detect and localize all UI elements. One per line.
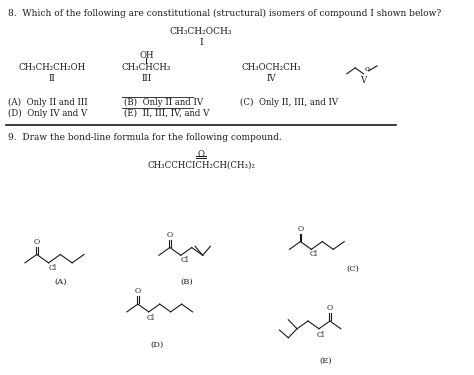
Text: (B)  Only II and IV: (B) Only II and IV — [124, 98, 203, 107]
Text: Cl: Cl — [48, 264, 57, 272]
Text: Cl: Cl — [181, 256, 189, 264]
Text: CH₃CHCH₃: CH₃CHCH₃ — [121, 63, 171, 72]
Text: CH₃OCH₂CH₃: CH₃OCH₂CH₃ — [241, 63, 301, 72]
Text: (A)  Only II and III: (A) Only II and III — [8, 98, 88, 107]
Text: (E): (E) — [319, 357, 332, 365]
Text: 9.  Draw the bond-line formula for the following compound.: 9. Draw the bond-line formula for the fo… — [8, 134, 282, 142]
Text: CH₃CCHCICH₂CH(CH₃)₂: CH₃CCHCICH₂CH(CH₃)₂ — [147, 160, 255, 169]
Text: CH₃CH₂OCH₃: CH₃CH₂OCH₃ — [170, 27, 232, 36]
Text: IV: IV — [266, 74, 276, 83]
Text: 8.  Which of the following are constitutional (structural) isomers of compound I: 8. Which of the following are constituti… — [8, 9, 441, 18]
Text: Cl: Cl — [146, 314, 155, 322]
Text: (C): (C) — [346, 264, 360, 272]
Text: I: I — [199, 38, 203, 47]
Text: (D)  Only IV and V: (D) Only IV and V — [8, 109, 87, 118]
Text: (E)  II, III, IV, and V: (E) II, III, IV, and V — [124, 109, 209, 118]
Text: Cl: Cl — [317, 331, 325, 339]
Text: CH₃CH₂CH₂OH: CH₃CH₂CH₂OH — [18, 63, 85, 72]
Text: (D): (D) — [151, 341, 164, 349]
Text: O: O — [327, 304, 333, 312]
Text: O: O — [167, 231, 173, 238]
Text: II: II — [48, 74, 55, 83]
Text: O: O — [135, 287, 141, 295]
Text: OH: OH — [139, 51, 154, 60]
Text: (B): (B) — [181, 278, 193, 285]
Text: Cl: Cl — [310, 251, 318, 258]
Text: (A): (A) — [54, 278, 67, 285]
Text: o: o — [365, 65, 369, 73]
Text: O: O — [198, 150, 204, 159]
Text: O: O — [297, 225, 303, 232]
Text: III: III — [141, 74, 151, 83]
Text: (C)  Only II, III, and IV: (C) Only II, III, and IV — [240, 98, 338, 107]
Text: V: V — [360, 76, 367, 85]
Text: O: O — [34, 238, 40, 246]
